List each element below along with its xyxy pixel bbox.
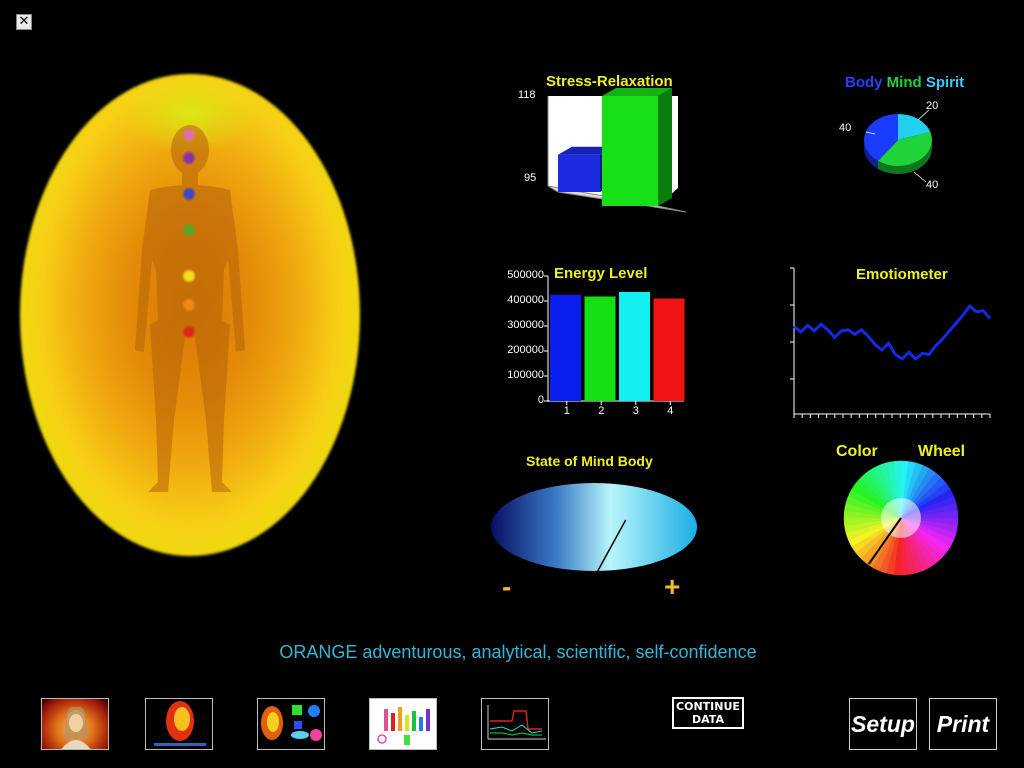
- stress-relaxation-title: Stress-Relaxation: [546, 73, 673, 90]
- energy-level-plot: [544, 275, 685, 405]
- pie-slice-side-mind: [878, 140, 932, 175]
- energy-bar-3: [619, 292, 650, 401]
- pie-label-body: 40: [839, 122, 852, 134]
- continue-label-line2: DATA: [692, 713, 724, 726]
- continue-label-line1: CONTINUE: [676, 700, 740, 713]
- energy-y-label: 0: [537, 394, 544, 406]
- stress-relaxation-chart: Stress-Relaxation 118 95: [500, 72, 700, 222]
- thumbnail-graph-icon: [487, 705, 546, 740]
- thumbnail-line-graph[interactable]: [481, 698, 549, 750]
- chakra-throat: [182, 187, 196, 201]
- chakra-heart: [182, 223, 196, 237]
- thumbnail-aura-charts[interactable]: [257, 698, 325, 750]
- title-mind: Mind: [886, 74, 922, 91]
- thumbnail-charts-icon: [261, 705, 322, 741]
- state-of-mind-body-gauge: State of Mind Body - +: [490, 450, 700, 610]
- thumbnail-aura-body[interactable]: [145, 698, 213, 750]
- state-plus-sign: +: [664, 571, 681, 602]
- stress-bar-side: [658, 88, 672, 206]
- energy-bars: [550, 292, 685, 401]
- title-spirit: Spirit: [925, 74, 965, 91]
- body-leader-line: [865, 131, 876, 135]
- emotiometer-plot: [790, 267, 992, 418]
- print-button[interactable]: Print: [929, 698, 997, 750]
- energy-y-label: 200000: [507, 344, 544, 356]
- energy-level-title: Energy Level: [554, 265, 648, 282]
- energy-bar-2: [584, 296, 616, 401]
- energy-level-chart: Energy Level 500000 400000 300000 200000 100…: [496, 262, 696, 422]
- thumbnail-aura-icon: [154, 701, 206, 746]
- energy-y-label: 400000: [507, 294, 544, 306]
- thumbnail-chakra-bars[interactable]: [369, 698, 437, 750]
- chakra-third-eye: [182, 151, 196, 165]
- state-gauge-body: [491, 483, 697, 571]
- energy-x-label: 3: [632, 405, 639, 417]
- stress-ymax-label: 118: [518, 89, 536, 101]
- aura-color-description: ORANGE adventurous, analytical, scientif…: [279, 642, 757, 662]
- energy-x-label: 2: [598, 405, 605, 417]
- mind-leader-line: [913, 171, 927, 183]
- stress-bar-top: [602, 88, 672, 96]
- pie-slice-mind: [878, 131, 932, 166]
- color-wheel-segments: [843, 460, 959, 576]
- state-of-mind-body-title: State of Mind Body: [526, 453, 653, 469]
- stress-bar-top: [558, 146, 614, 155]
- thumbnail-aura-photo[interactable]: [41, 698, 109, 750]
- color-wheel-title-left: Color: [836, 443, 878, 460]
- color-wheel-disc: [843, 460, 959, 576]
- pie-slice-side-body: [864, 140, 879, 170]
- pie-label-mind: 40: [926, 179, 939, 191]
- state-gauge-needle: [597, 519, 627, 572]
- pie-label-spirit: 20: [926, 100, 939, 112]
- thumbnail-bars-icon: [377, 707, 430, 745]
- pie-slice-body: [864, 114, 898, 162]
- emotiometer-chart: Emotiometer: [786, 264, 996, 424]
- chakra-sacral: [182, 298, 196, 312]
- energy-y-label: 300000: [507, 319, 544, 331]
- chakra-solar-plexus: [182, 269, 196, 283]
- emotiometer-ticks: [790, 267, 991, 418]
- energy-y-label: 100000: [507, 369, 544, 381]
- stress-bars: [558, 88, 672, 206]
- pie-slice-spirit: [898, 114, 931, 140]
- color-wheel-pointer: [868, 517, 902, 565]
- setup-button[interactable]: Setup: [849, 698, 917, 750]
- energy-x-label: 1: [563, 405, 570, 417]
- color-wheel-title-right: Wheel: [918, 443, 966, 460]
- continue-data-button[interactable]: CONTINUE DATA: [672, 697, 744, 729]
- body-mind-spirit-chart: Body Mind Spirit 20 40 40: [830, 72, 1000, 202]
- thumbnail-person-icon: [61, 706, 91, 749]
- pie-slices: [864, 114, 932, 175]
- human-silhouette: [135, 125, 245, 492]
- stress-bar-front: [602, 96, 658, 206]
- emotiometer-line: [793, 304, 992, 362]
- energy-x-label: 4: [667, 405, 674, 417]
- emotiometer-title: Emotiometer: [856, 266, 948, 283]
- aura-image: [0, 0, 380, 580]
- stress-relaxation-plot: [547, 88, 687, 213]
- state-gauge-ellipse: [491, 483, 697, 572]
- body-mind-spirit-pie: [864, 109, 932, 183]
- energy-bar-4: [653, 298, 685, 401]
- spirit-leader-line: [917, 109, 930, 121]
- stress-ymin-label: 95: [524, 172, 537, 184]
- energy-bar-1: [550, 294, 581, 401]
- state-minus-sign: -: [502, 571, 512, 602]
- energy-y-label: 500000: [507, 269, 544, 281]
- title-body: Body: [845, 74, 883, 91]
- color-wheel-chart: Color Wheel: [830, 440, 1000, 590]
- energy-tick-marks: [544, 275, 671, 405]
- chakra-crown: [182, 128, 196, 142]
- stress-bar-front: [558, 154, 600, 192]
- close-button[interactable]: ✕: [16, 14, 32, 30]
- chakra-root: [182, 325, 196, 339]
- body-mind-spirit-title: Body Mind Spirit: [845, 74, 964, 91]
